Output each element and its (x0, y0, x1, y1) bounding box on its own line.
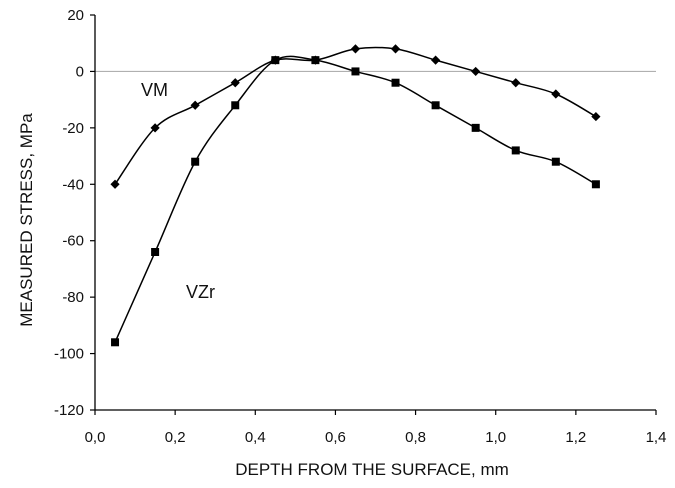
y-axis-title: MEASURED STRESS, MPa (17, 113, 36, 327)
x-tick-label: 0,6 (325, 429, 346, 446)
x-tick-label: 1,2 (565, 429, 586, 446)
y-tick-label: 0 (76, 63, 84, 80)
series-group (110, 44, 601, 347)
data-point-vzr (471, 123, 480, 132)
x-axis-title: DEPTH FROM THE SURFACE, mm (235, 460, 509, 479)
data-point-vm (390, 44, 401, 54)
data-point-vzr (151, 248, 160, 256)
data-point-vm (591, 111, 601, 122)
data-point-vzr (191, 157, 200, 166)
data-point-vzr (111, 338, 120, 347)
y-tick-label: -60 (62, 233, 84, 250)
data-point-vm (431, 55, 441, 65)
data-point-vm (190, 100, 200, 110)
axes (94, 15, 656, 411)
data-point-vm (110, 179, 120, 189)
data-point-vm (551, 89, 561, 99)
data-point-vm (350, 44, 361, 54)
data-point-vzr (551, 157, 560, 166)
x-tick-label: 1,0 (485, 429, 506, 446)
data-point-vzr (431, 101, 440, 110)
data-point-vzr (511, 146, 520, 155)
y-tick-label: -120 (54, 402, 84, 419)
x-tick-label: 0,8 (405, 429, 426, 446)
x-tick-label: 0,2 (165, 429, 186, 446)
data-point-vzr (231, 101, 240, 110)
series-label-vzr: VZr (186, 282, 215, 302)
data-point-vzr (351, 67, 360, 76)
x-tick-label: 0,0 (85, 429, 106, 446)
y-tick-label: -100 (54, 346, 84, 363)
data-point-vm (150, 123, 160, 133)
x-tick-label: 1,4 (646, 429, 667, 446)
y-tick-label: -80 (62, 289, 84, 306)
y-tick-label: 20 (67, 7, 84, 24)
y-tick-label: -20 (62, 120, 84, 137)
data-point-vzr (271, 56, 280, 65)
data-point-vm (471, 66, 481, 77)
data-point-vzr (391, 78, 400, 87)
data-point-vm (230, 78, 240, 88)
data-point-vm (511, 78, 521, 88)
series-label-vm: VM (141, 80, 168, 100)
x-tick-label: 0,4 (245, 429, 266, 446)
y-tick-label: -40 (62, 176, 84, 193)
data-point-vzr (311, 56, 320, 65)
series-labels: VM VZr (141, 80, 215, 302)
data-point-vzr (591, 180, 600, 189)
